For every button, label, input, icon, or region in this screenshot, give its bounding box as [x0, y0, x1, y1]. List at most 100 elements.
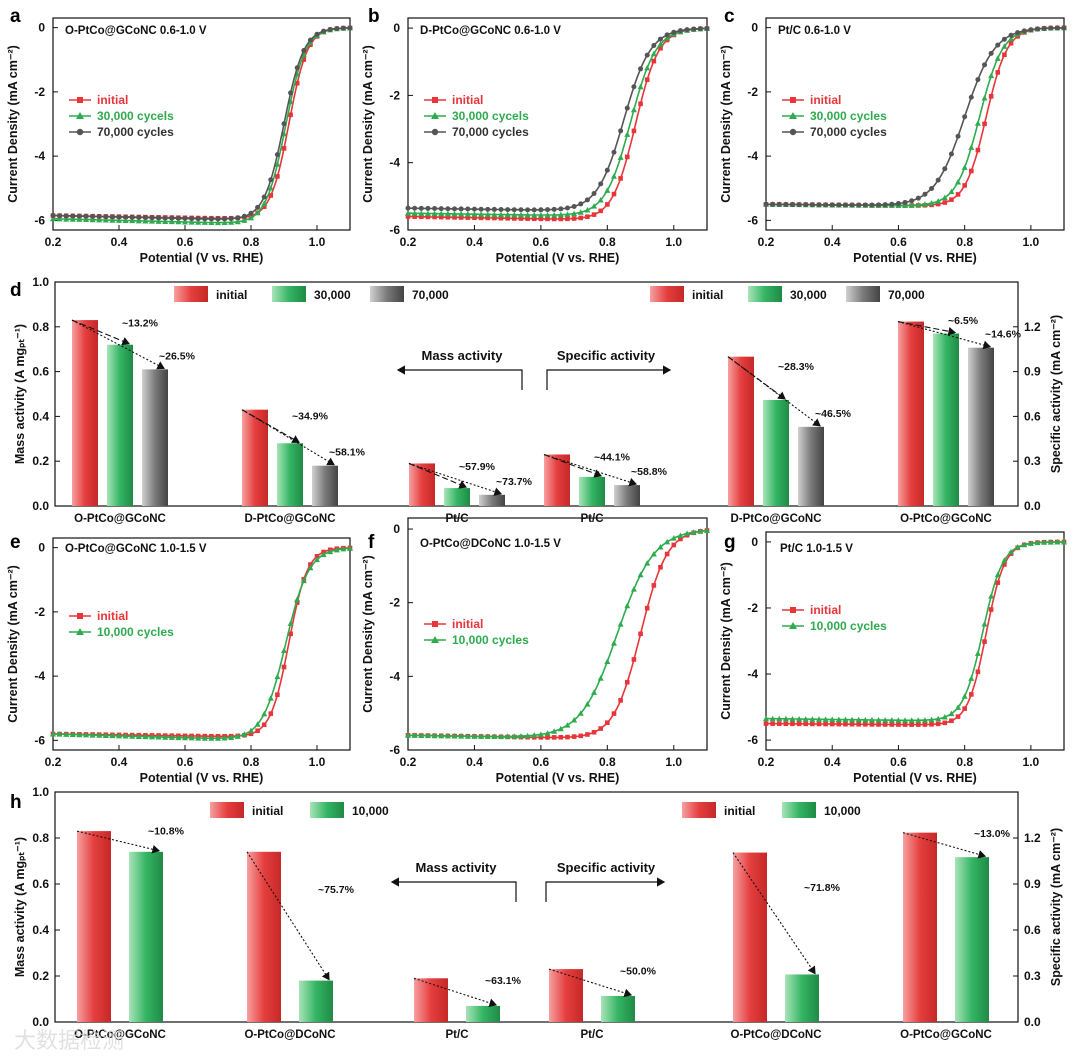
data-point [644, 64, 651, 71]
data-point [254, 209, 261, 216]
data-point [464, 733, 471, 739]
decay-arrow [408, 462, 503, 496]
decay-percent: ~26.5% [159, 350, 196, 362]
legend-swatch [846, 286, 880, 302]
series-line-1 [408, 529, 708, 738]
data-point [565, 734, 570, 740]
data-point [142, 733, 149, 740]
bar [299, 980, 333, 1022]
data-point [511, 211, 518, 218]
data-point [465, 206, 471, 212]
y-tick-label: -4 [389, 156, 400, 170]
decay-arrow [71, 319, 165, 370]
data-point [201, 735, 208, 741]
x-tick-label: 0.8 [956, 755, 973, 769]
bar [142, 369, 168, 506]
data-point [275, 174, 280, 179]
data-point [644, 52, 650, 58]
data-point [445, 214, 451, 220]
data-point [83, 731, 89, 738]
curve-panel-e: 0.2 0.4 0.6 0.8 1.0 0 -2 -4 -6 Potential (V vs. R… [6, 532, 353, 785]
decay-arrow [241, 409, 300, 443]
data-point [598, 208, 603, 214]
data-point [610, 173, 617, 179]
data-point [816, 202, 822, 208]
data-point [677, 28, 683, 34]
legend-label: initial [252, 804, 283, 818]
category-label: O-PtCo@GCoNC [900, 1029, 992, 1041]
data-point [551, 216, 557, 222]
legend-marker [431, 128, 439, 136]
data-point [122, 733, 129, 739]
plot-frame [407, 517, 708, 751]
data-point [888, 717, 895, 723]
data-point [268, 193, 274, 198]
data-point [631, 657, 637, 662]
data-point [551, 735, 557, 740]
mass-activity-arrow [396, 365, 523, 390]
data-point [962, 183, 967, 188]
data-point [763, 201, 769, 207]
legend-marker [77, 97, 83, 103]
data-point [517, 211, 524, 218]
data-point [577, 710, 584, 716]
x-tick-label: 0.8 [956, 235, 973, 249]
data-point [538, 216, 544, 222]
data-point [424, 210, 431, 216]
decay-percent: ~14.6% [985, 329, 1022, 341]
data-point [340, 25, 346, 31]
data-point [484, 733, 491, 739]
data-point [895, 201, 901, 207]
data-point [485, 206, 491, 212]
data-point [261, 200, 268, 206]
data-point [942, 166, 948, 172]
y-left-tick-label: 0.4 [32, 409, 49, 423]
x-tick-label: 0.8 [599, 755, 616, 769]
data-point [545, 207, 551, 213]
data-point [228, 734, 235, 740]
x-tick-label: 0.4 [111, 235, 128, 249]
data-point [605, 720, 610, 725]
data-point [941, 194, 948, 201]
data-point [458, 215, 464, 220]
legend-label: 10,000 cycles [97, 625, 174, 639]
x-tick-label: 0.6 [890, 755, 907, 769]
data-point [982, 639, 987, 644]
data-point [294, 600, 300, 605]
legend-label: initial [724, 804, 755, 818]
data-point [56, 215, 63, 222]
data-point [96, 214, 102, 220]
decay-percent: ~6.5% [948, 315, 979, 327]
data-point [505, 207, 511, 213]
curve-panel-c: 0.2 0.4 0.6 0.8 1.0 0 -2 -4 -6 Potential (V vs. R… [719, 6, 1067, 265]
panel-letter: f [368, 532, 375, 553]
category-label: Pt/C [581, 1029, 604, 1041]
data-point [605, 202, 610, 207]
series-line-1 [766, 541, 1064, 722]
data-point [564, 211, 571, 217]
bar [277, 443, 303, 506]
data-point [241, 217, 248, 223]
data-point [63, 213, 69, 219]
data-point [89, 732, 96, 738]
data-point [57, 213, 63, 219]
data-point [478, 215, 484, 221]
data-point [472, 215, 477, 221]
data-point [261, 710, 268, 717]
data-point [222, 216, 228, 222]
y-left-tick-label: 0.0 [32, 1015, 49, 1029]
data-point [175, 215, 181, 221]
y-tick-label: -6 [34, 733, 45, 747]
bar-panel-d: d 0.0 0.2 0.4 0.6 0.8 1.0 0.0 0.3 0.6 0.9 1.2 Mass a… [10, 275, 1063, 525]
bar [77, 831, 111, 1022]
data-point [451, 733, 458, 739]
specific-activity-arrow [545, 877, 666, 902]
data-point [704, 25, 710, 31]
x-tick-label: 0.6 [890, 235, 907, 249]
data-point [802, 716, 809, 722]
series-line-2 [766, 27, 1064, 206]
data-point [464, 211, 471, 217]
data-point [525, 207, 531, 213]
decay-percent: ~58.1% [329, 447, 366, 459]
data-point [591, 689, 598, 695]
